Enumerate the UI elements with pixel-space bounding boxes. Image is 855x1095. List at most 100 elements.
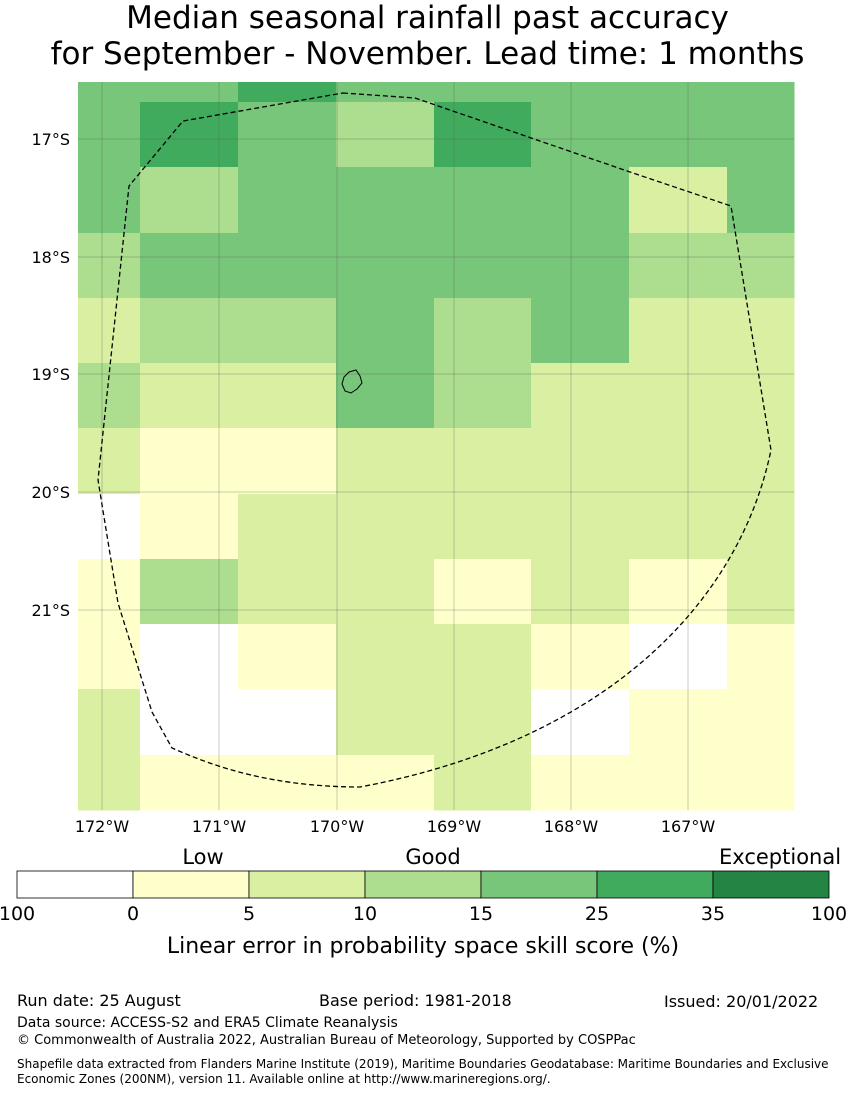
skill-grid bbox=[78, 82, 795, 811]
colorbar-tick-label: 35 bbox=[701, 903, 725, 925]
grid-cell bbox=[727, 689, 795, 756]
colorbar-segment bbox=[712, 870, 830, 899]
grid-cell bbox=[238, 689, 337, 756]
grid-cell bbox=[336, 755, 435, 811]
grid-cell bbox=[140, 428, 239, 495]
skill-map: 17°S 18°S 19°S 20°S 21°S 172°W 171°W 170°W 169°… bbox=[0, 82, 847, 959]
grid-cell bbox=[238, 559, 337, 625]
data-source: Data source: ACCESS-S2 and ERA5 Climate … bbox=[17, 1015, 398, 1031]
grid-cell bbox=[78, 494, 141, 560]
niue-island-outline bbox=[341, 369, 363, 394]
grid-cell bbox=[434, 755, 532, 811]
grid-cell bbox=[336, 624, 435, 690]
grid-cell bbox=[336, 298, 435, 364]
grid-cell bbox=[531, 689, 630, 756]
grid-cell bbox=[78, 689, 141, 756]
latitude-label: 18°S bbox=[31, 248, 70, 267]
grid-cell bbox=[531, 82, 630, 103]
base-period: Base period: 1981-2018 bbox=[319, 991, 512, 1010]
grid-cell bbox=[531, 298, 630, 364]
grid-cell bbox=[434, 624, 532, 690]
run-date: Run date: 25 August bbox=[17, 991, 181, 1010]
shapefile-credit: Shapefile data extracted from Flanders M… bbox=[17, 1057, 829, 1086]
grid-cell bbox=[531, 624, 630, 690]
grid-cell bbox=[336, 167, 435, 234]
grid-cell bbox=[336, 363, 435, 429]
grid-cell bbox=[434, 494, 532, 560]
grid-cell bbox=[434, 298, 532, 364]
latitude-labels: 17°S 18°S 19°S 20°S 21°S bbox=[31, 130, 70, 620]
grid-cell bbox=[727, 82, 795, 103]
grid-cell bbox=[238, 298, 337, 364]
issued-date: Issued: 20/01/2022 bbox=[664, 992, 819, 1011]
colorbar-segment bbox=[132, 870, 250, 899]
grid-cell bbox=[434, 102, 532, 168]
grid-cell bbox=[531, 494, 630, 560]
grid-cell bbox=[78, 624, 141, 690]
grid-cell bbox=[727, 755, 795, 811]
grid-cell bbox=[238, 494, 337, 560]
grid-cell bbox=[629, 82, 728, 103]
grid-cell bbox=[140, 689, 239, 756]
grid-cell bbox=[140, 82, 239, 103]
grid-cell bbox=[78, 428, 141, 495]
grid-cell bbox=[434, 363, 532, 429]
grid-cell bbox=[434, 167, 532, 234]
grid-cell bbox=[78, 167, 141, 234]
longitude-label: 171°W bbox=[192, 817, 247, 836]
colorbar-tick-label: 25 bbox=[585, 903, 609, 925]
longitude-label: 168°W bbox=[544, 817, 599, 836]
grid-cell bbox=[434, 559, 532, 625]
grid-cell bbox=[336, 494, 435, 560]
grid-cell bbox=[78, 82, 141, 103]
grid-cell bbox=[336, 102, 435, 168]
grid-cell bbox=[727, 167, 795, 234]
colorbar-segment bbox=[480, 870, 598, 899]
grid-cell bbox=[531, 233, 630, 299]
grid-cell bbox=[727, 559, 795, 625]
grid-cell bbox=[629, 102, 728, 168]
colorbar-segment bbox=[248, 870, 366, 899]
eez-boundary bbox=[97, 92, 772, 788]
grid-cell bbox=[238, 233, 337, 299]
grid-cell bbox=[78, 559, 141, 625]
grid-cell bbox=[629, 559, 728, 625]
grid-cell bbox=[727, 363, 795, 429]
colorbar-axis-label: Linear error in probability space skill … bbox=[167, 934, 679, 959]
longitude-label: 167°W bbox=[661, 817, 716, 836]
grid-cell bbox=[434, 428, 532, 495]
graticule bbox=[78, 82, 794, 810]
grid-cell bbox=[78, 102, 141, 168]
colorbar-tick-label: 10 bbox=[353, 903, 377, 925]
grid-cell bbox=[336, 233, 435, 299]
grid-cell bbox=[336, 428, 435, 495]
copyright: © Commonwealth of Australia 2022, Austra… bbox=[17, 1033, 636, 1048]
category-label: Exceptional bbox=[719, 845, 841, 869]
grid-cell bbox=[531, 755, 630, 811]
grid-cell bbox=[727, 298, 795, 364]
grid-cell bbox=[629, 624, 728, 690]
grid-cell bbox=[629, 233, 728, 299]
colorbar-segment bbox=[364, 870, 482, 899]
grid-cell bbox=[238, 102, 337, 168]
grid-cell bbox=[629, 167, 728, 234]
colorbar-tick-label: 0 bbox=[127, 903, 139, 925]
latitude-label: 21°S bbox=[31, 601, 70, 620]
grid-cell bbox=[629, 494, 728, 560]
category-label: Good bbox=[405, 845, 460, 869]
grid-cell bbox=[238, 167, 337, 234]
grid-cell bbox=[629, 428, 728, 495]
grid-cell bbox=[140, 298, 239, 364]
grid-cell bbox=[531, 102, 630, 168]
grid-cell bbox=[140, 363, 239, 429]
longitude-label: 169°W bbox=[427, 817, 482, 836]
grid-cell bbox=[140, 102, 239, 168]
grid-cell bbox=[531, 363, 630, 429]
map-title-line-2: for September - November. Lead time: 1 m… bbox=[50, 36, 805, 72]
colorbar-legend: 100 0 5 10 15 25 35 100 Low Good Exceptional Linear… bbox=[0, 845, 847, 959]
colorbar-tick-label: 100 bbox=[811, 903, 847, 925]
grid-cell bbox=[727, 494, 795, 560]
grid-cell bbox=[78, 298, 141, 364]
grid-cell bbox=[629, 755, 728, 811]
map-title-line-1: Median seasonal rainfall past accuracy bbox=[126, 0, 729, 36]
